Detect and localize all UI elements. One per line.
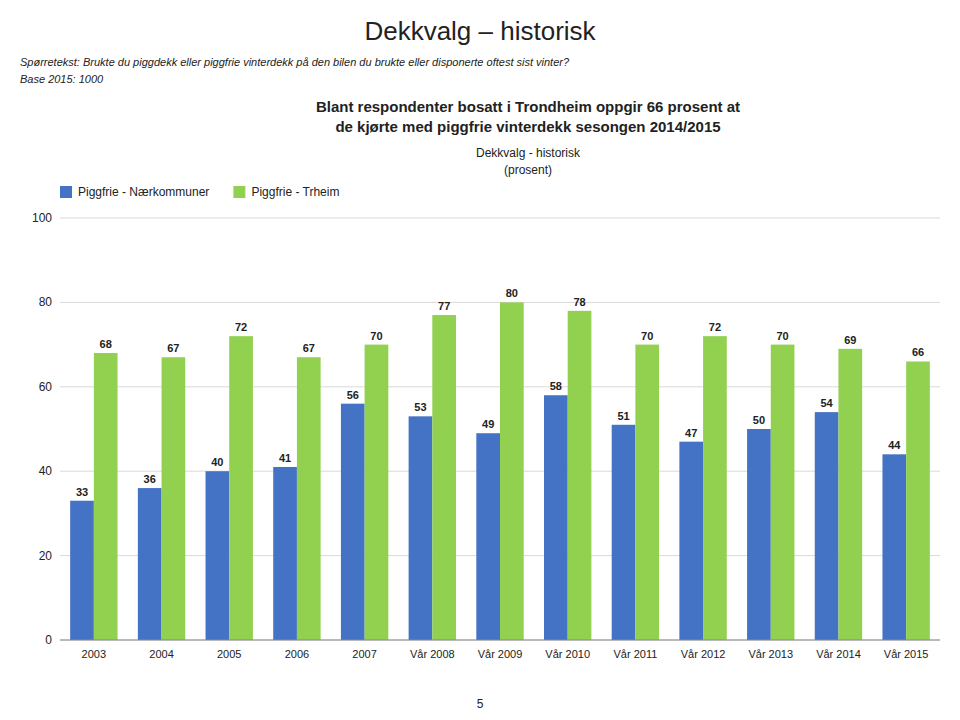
data-label: 72 bbox=[709, 321, 721, 333]
data-label: 50 bbox=[753, 414, 765, 426]
bar bbox=[206, 471, 230, 640]
data-label: 49 bbox=[482, 418, 494, 430]
data-label: 53 bbox=[414, 401, 426, 413]
data-label: 66 bbox=[912, 346, 924, 358]
legend-swatch bbox=[233, 186, 245, 198]
bar bbox=[409, 416, 433, 640]
annotation: (prosent) bbox=[504, 163, 552, 177]
page-number: 5 bbox=[477, 697, 484, 711]
data-label: 70 bbox=[776, 330, 788, 342]
y-tick-label: 0 bbox=[45, 633, 52, 647]
legend-label: Piggfrie - Trheim bbox=[251, 185, 339, 199]
y-tick-label: 80 bbox=[39, 295, 53, 309]
data-label: 36 bbox=[144, 473, 156, 485]
annotation: de kjørte med piggfrie vinterdekk sesong… bbox=[335, 118, 720, 135]
bar bbox=[815, 412, 839, 640]
bar bbox=[70, 501, 94, 640]
data-label: 54 bbox=[820, 397, 833, 409]
data-label: 67 bbox=[303, 342, 315, 354]
y-tick-label: 40 bbox=[39, 464, 53, 478]
bar bbox=[703, 336, 727, 640]
x-tick-label: Vår 2012 bbox=[681, 648, 726, 660]
subtitle: Base 2015: 1000 bbox=[20, 73, 104, 85]
data-label: 68 bbox=[100, 338, 112, 350]
x-tick-label: 2005 bbox=[217, 648, 241, 660]
x-tick-label: Vår 2011 bbox=[613, 648, 657, 660]
data-label: 70 bbox=[370, 330, 382, 342]
grid-line bbox=[60, 640, 940, 641]
bar bbox=[273, 467, 297, 640]
x-tick-label: 2004 bbox=[149, 648, 173, 660]
data-label: 78 bbox=[573, 296, 585, 308]
x-tick-label: Vår 2010 bbox=[545, 648, 590, 660]
bar bbox=[432, 315, 456, 640]
subtitle: Spørretekst: Brukte du piggdekk eller pi… bbox=[20, 56, 570, 68]
legend: Piggfrie - Nærkommuner Piggfrie - Trheim bbox=[60, 185, 339, 199]
y-tick-label: 100 bbox=[32, 211, 52, 225]
annotation: Dekkvalg - historisk bbox=[476, 146, 581, 160]
data-label: 77 bbox=[438, 300, 450, 312]
data-label: 72 bbox=[235, 321, 247, 333]
title: Dekkvalg – historisk bbox=[364, 16, 596, 46]
bar bbox=[679, 442, 703, 640]
data-label: 47 bbox=[685, 427, 697, 439]
annotation: Blant respondenter bosatt i Trondheim op… bbox=[316, 98, 740, 115]
x-tick-label: Vår 2014 bbox=[816, 648, 861, 660]
x-tick-label: 2006 bbox=[285, 648, 309, 660]
legend-swatch bbox=[60, 186, 72, 198]
bar bbox=[612, 425, 636, 640]
y-tick-label: 20 bbox=[39, 549, 53, 563]
x-tick-label: 2003 bbox=[82, 648, 106, 660]
x-tick-label: Vår 2013 bbox=[748, 648, 793, 660]
y-tick-label: 60 bbox=[39, 380, 53, 394]
bar bbox=[162, 357, 186, 640]
bar bbox=[747, 429, 771, 640]
bar bbox=[500, 302, 524, 640]
bar bbox=[544, 395, 568, 640]
legend-label: Piggfrie - Nærkommuner bbox=[78, 185, 209, 199]
data-label: 44 bbox=[888, 439, 901, 451]
x-tick-label: Vår 2015 bbox=[884, 648, 929, 660]
x-tick-label: Vår 2009 bbox=[478, 648, 523, 660]
data-label: 69 bbox=[844, 334, 856, 346]
bar bbox=[838, 349, 862, 640]
data-label: 51 bbox=[617, 410, 629, 422]
data-labels: 33 36 40 41 56 53 49 58 51 47 50 54 44 68 67 72 67 70 77 80… bbox=[76, 287, 924, 497]
data-label: 40 bbox=[211, 456, 223, 468]
bar bbox=[635, 345, 659, 640]
chart: Dekkvalg – historisk Spørretekst: Brukte … bbox=[0, 0, 960, 720]
x-tick-label: 2007 bbox=[352, 648, 376, 660]
bar bbox=[771, 345, 795, 640]
data-label: 80 bbox=[506, 287, 518, 299]
bar bbox=[297, 357, 321, 640]
bar bbox=[365, 345, 389, 640]
bar bbox=[138, 488, 162, 640]
x-axis-line bbox=[60, 640, 940, 641]
grid bbox=[60, 218, 940, 640]
data-label: 58 bbox=[550, 380, 562, 392]
data-label: 70 bbox=[641, 330, 653, 342]
bar bbox=[906, 361, 930, 640]
data-label: 33 bbox=[76, 486, 88, 498]
grid-line bbox=[60, 218, 940, 219]
bar bbox=[882, 454, 906, 640]
bar bbox=[341, 404, 365, 640]
data-label: 56 bbox=[347, 389, 359, 401]
bar bbox=[476, 433, 500, 640]
data-label: 41 bbox=[279, 452, 291, 464]
bar bbox=[94, 353, 118, 640]
data-label: 67 bbox=[167, 342, 179, 354]
bar bbox=[568, 311, 592, 640]
bars bbox=[70, 302, 930, 640]
x-tick-label: Vår 2008 bbox=[410, 648, 455, 660]
bar bbox=[229, 336, 253, 640]
